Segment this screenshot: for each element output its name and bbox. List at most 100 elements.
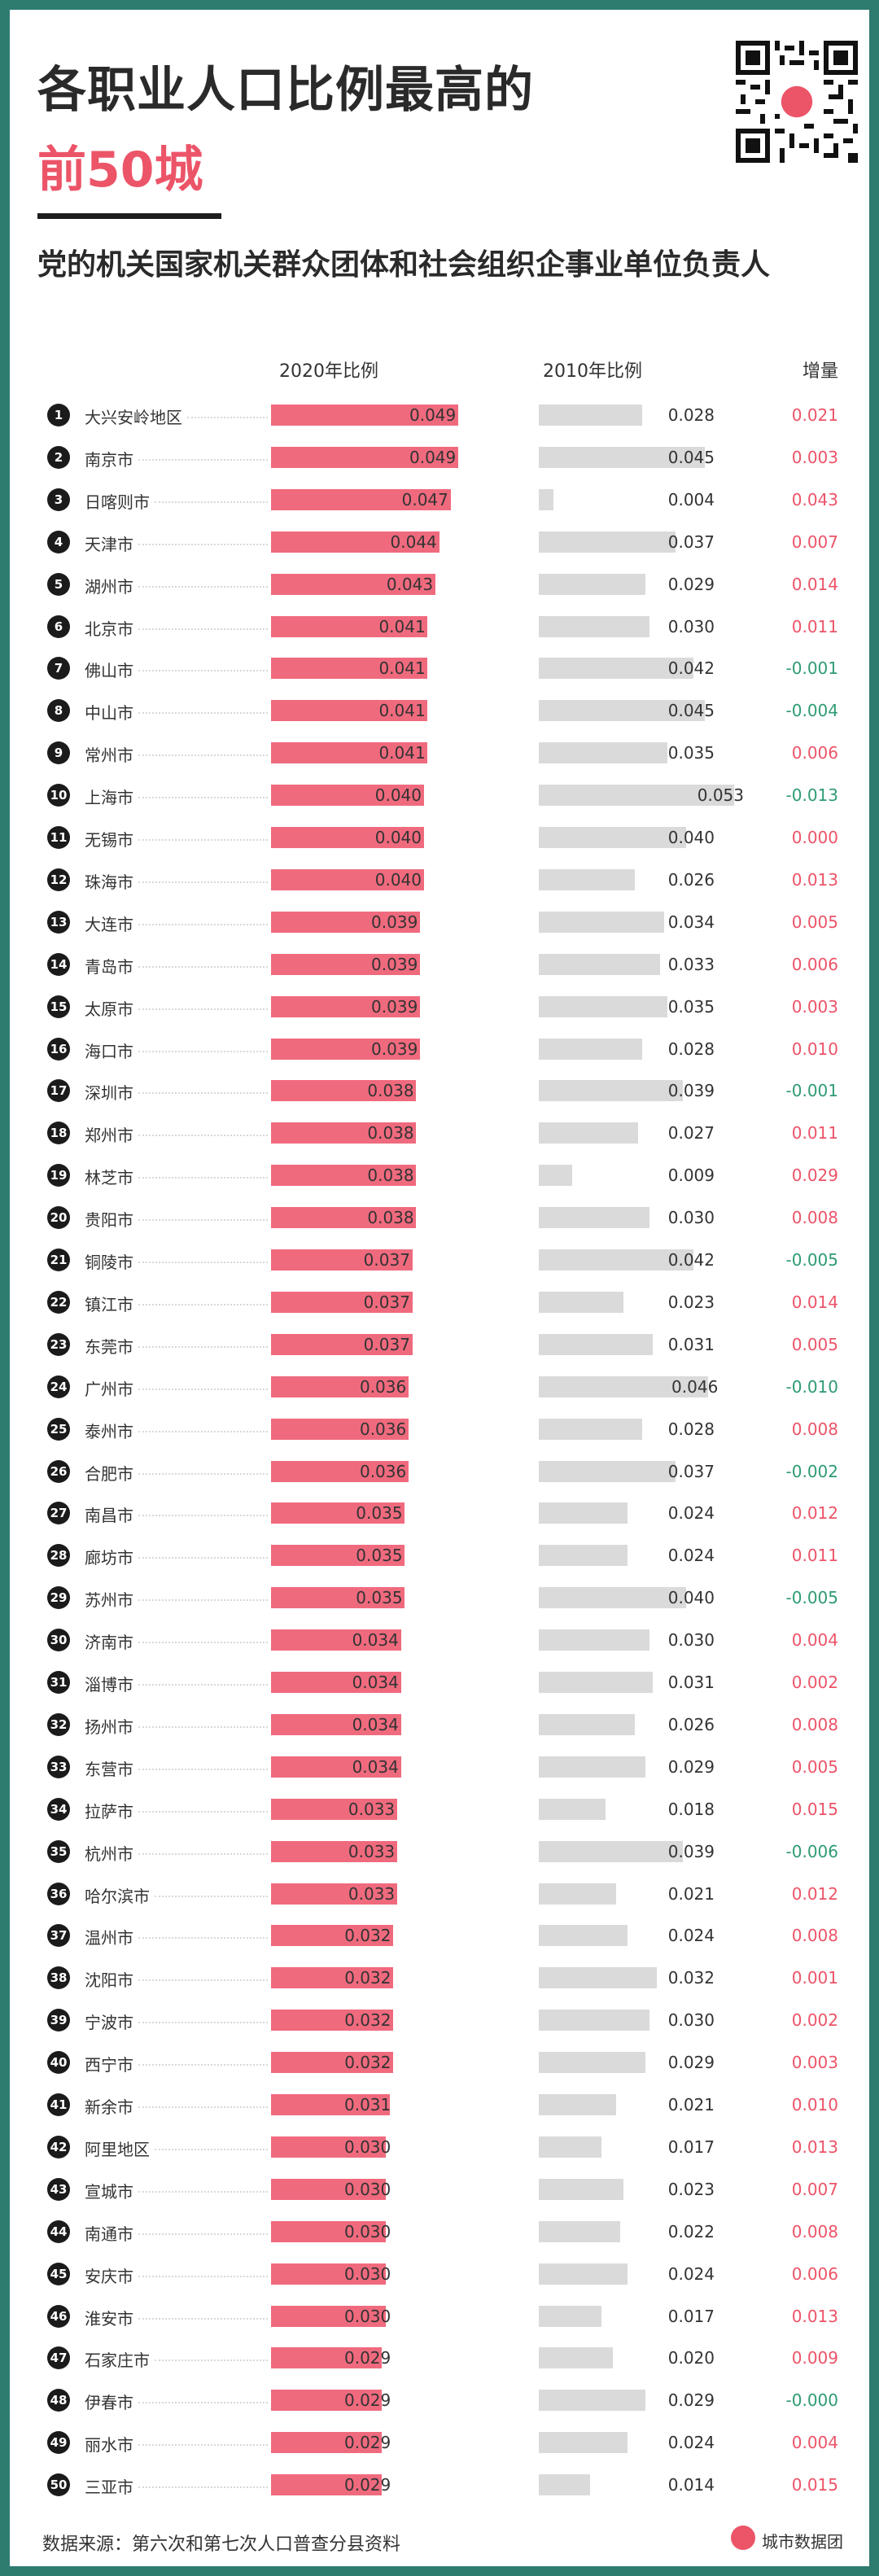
value-2010: 0.029 xyxy=(667,2390,715,2411)
bar-2020 xyxy=(271,953,421,975)
city-label: 哈尔滨市 xyxy=(85,1886,150,1906)
rank-badge: 35 xyxy=(47,1839,70,1863)
value-2010: 0.045 xyxy=(667,701,715,721)
value-2020: 0.032 xyxy=(344,1926,391,1946)
delta-value: 0.014 xyxy=(791,574,838,594)
value-2010: 0.023 xyxy=(667,2179,715,2199)
value-2020: 0.036 xyxy=(359,1376,407,1397)
bar-2010 xyxy=(539,1460,676,1482)
value-2010: 0.029 xyxy=(667,1756,715,1777)
bar-2010 xyxy=(539,1165,572,1187)
row-leader xyxy=(138,2106,268,2108)
delta-value: -0.006 xyxy=(785,1841,838,1861)
bar-2010 xyxy=(539,658,694,680)
delta-value: 0.013 xyxy=(791,2136,838,2157)
row-leader xyxy=(155,501,268,503)
value-2020: 0.039 xyxy=(371,912,418,932)
bar-2010 xyxy=(539,1629,649,1651)
rank-badge: 41 xyxy=(47,2093,70,2116)
table-row: 42 阿里地区 0.030 0.017 0.013 xyxy=(0,2126,879,2168)
rank-badge: 46 xyxy=(47,2304,70,2328)
row-leader xyxy=(138,1979,268,1982)
bar-2010 xyxy=(539,868,635,890)
city-label: 温州市 xyxy=(85,1928,133,1948)
table-row: 48 伊春市 0.029 0.029 -0.000 xyxy=(0,2379,879,2421)
bar-2010 xyxy=(539,2305,601,2327)
delta-value: -0.001 xyxy=(785,1081,838,1101)
value-2020: 0.035 xyxy=(356,1588,403,1608)
table-row: 38 沈阳市 0.032 0.032 0.001 xyxy=(0,1957,879,1999)
bar-2010 xyxy=(539,1840,683,1862)
value-2020: 0.032 xyxy=(344,1968,391,1988)
value-2020: 0.033 xyxy=(348,1883,396,1904)
bar-2020 xyxy=(271,2178,386,2200)
value-2020: 0.032 xyxy=(344,2053,391,2073)
value-2020: 0.037 xyxy=(363,1250,410,1270)
row-leader xyxy=(138,1684,268,1686)
bar-2020 xyxy=(271,868,424,890)
value-2020: 0.030 xyxy=(344,2221,391,2241)
city-label: 上海市 xyxy=(85,788,133,808)
delta-value: 0.012 xyxy=(791,1883,838,1904)
row-leader xyxy=(155,1895,268,1897)
rank-badge: 31 xyxy=(47,1671,70,1694)
table-row: 29 苏州市 0.035 0.040 -0.005 xyxy=(0,1577,879,1619)
data-source: 数据来源：第六次和第七次人口普查分县资料 xyxy=(42,2534,401,2555)
delta-value: 0.002 xyxy=(791,1673,838,1692)
city-label: 合肥市 xyxy=(85,1463,133,1484)
city-label: 伊春市 xyxy=(85,2393,133,2413)
city-label: 东莞市 xyxy=(85,1336,133,1357)
value-2010: 0.039 xyxy=(667,1081,715,1101)
row-leader xyxy=(138,543,268,545)
row-leader xyxy=(138,754,268,757)
rank-badge: 42 xyxy=(47,2135,70,2158)
bar-2020 xyxy=(271,2432,383,2454)
value-2010: 0.030 xyxy=(667,1630,715,1651)
bar-2020 xyxy=(271,1165,417,1187)
value-2020: 0.034 xyxy=(352,1630,399,1651)
delta-value: 0.008 xyxy=(791,1419,838,1439)
table-row: 4 天津市 0.044 0.037 0.007 xyxy=(0,521,879,563)
value-2020: 0.049 xyxy=(409,405,457,425)
rank-badge: 15 xyxy=(47,995,70,1018)
value-2010: 0.017 xyxy=(667,2306,715,2326)
row-leader xyxy=(138,797,268,799)
delta-value: 0.006 xyxy=(791,2263,838,2284)
value-2010: 0.030 xyxy=(667,1208,715,1228)
rank-badge: 6 xyxy=(47,614,70,638)
row-leader xyxy=(138,2233,268,2235)
bar-2020 xyxy=(271,1207,417,1229)
city-label: 淮安市 xyxy=(85,2308,133,2329)
value-2010: 0.031 xyxy=(667,1334,715,1354)
bar-2010 xyxy=(539,1333,654,1355)
city-label: 宣城市 xyxy=(85,2181,133,2202)
value-2020: 0.041 xyxy=(378,616,426,636)
table-row: 50 三亚市 0.029 0.014 0.015 xyxy=(0,2464,879,2506)
header-2020: 2020年比例 xyxy=(279,361,378,382)
bar-2010 xyxy=(539,1291,624,1313)
value-2020: 0.038 xyxy=(367,1166,414,1186)
delta-value: 0.010 xyxy=(791,2095,838,2115)
table-row: 14 青岛市 0.039 0.033 0.006 xyxy=(0,943,879,986)
bar-2020 xyxy=(271,2390,383,2412)
value-2020: 0.038 xyxy=(367,1123,414,1144)
rank-badge: 10 xyxy=(47,784,70,807)
bar-2020 xyxy=(271,2010,394,2031)
value-2020: 0.034 xyxy=(352,1673,399,1692)
bar-2010 xyxy=(539,488,554,510)
row-leader xyxy=(138,881,268,883)
row-leader xyxy=(138,1303,268,1305)
bar-2020 xyxy=(271,1333,413,1355)
value-2020: 0.036 xyxy=(359,1461,407,1481)
table-row: 9 常州市 0.041 0.035 0.006 xyxy=(0,732,879,774)
city-label: 郑州市 xyxy=(85,1126,133,1146)
delta-value: 0.002 xyxy=(791,2010,838,2031)
bar-2010 xyxy=(539,742,668,764)
bar-2010 xyxy=(539,827,687,848)
bar-2010 xyxy=(539,2010,649,2031)
delta-value: 0.013 xyxy=(791,869,838,890)
city-label: 深圳市 xyxy=(85,1083,133,1104)
rank-badge: 32 xyxy=(47,1712,70,1736)
rank-badge: 16 xyxy=(47,1037,70,1061)
delta-value: 0.003 xyxy=(791,447,838,467)
